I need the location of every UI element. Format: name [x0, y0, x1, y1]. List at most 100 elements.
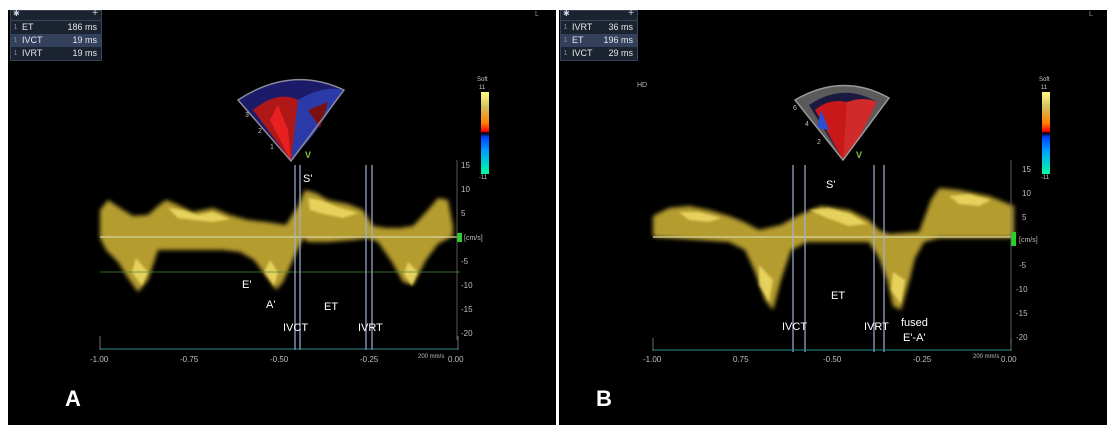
colorbar-title: Soft [477, 77, 488, 83]
orientation-marker: L [1089, 11, 1093, 18]
y-tick: 5 [1022, 213, 1027, 222]
sample-volume-marker: V [856, 150, 862, 160]
x-tick: -1.00 [643, 355, 662, 364]
row-index: 1 [13, 37, 18, 44]
velocity-unit: [cm/s] [464, 235, 483, 242]
sweep-speed: 200 mm/s [418, 354, 444, 360]
doppler-spectrum-b: 6 4 2 V S' ET IVCT IVRT fused E'-A' 15 1… [643, 84, 1038, 364]
x-tick: -0.25 [913, 355, 932, 364]
orientation-marker: L [535, 11, 539, 18]
gear-icon[interactable]: ✱ [13, 10, 20, 18]
y-tick: 10 [1022, 189, 1031, 198]
measurements-table: ✱ + 1 ET 186 ms 1 IVCT 19 ms 1 IVRT 19 m… [10, 10, 102, 61]
x-tick: -0.75 [180, 355, 199, 364]
y-tick: -15 [461, 305, 473, 314]
measurement-row[interactable]: 1 IVRT 36 ms [561, 21, 637, 34]
ivct-label: IVCT [283, 322, 308, 334]
row-index: 1 [563, 37, 568, 44]
y-tick: -5 [1019, 261, 1027, 270]
fused-e-a-label: E'-A' [903, 332, 926, 344]
y-tick: 5 [461, 209, 466, 218]
depth-label: 6 [793, 105, 797, 112]
sector-image [793, 84, 891, 162]
row-index: 1 [13, 50, 18, 57]
waveform-bright-core [132, 198, 418, 286]
velocity-colorbar [481, 92, 489, 174]
waveform-bright-core [679, 194, 991, 304]
add-measurement-icon[interactable]: + [628, 10, 634, 19]
add-measurement-icon[interactable]: + [92, 10, 98, 19]
x-tick: -1.00 [90, 355, 109, 364]
x-tick: 0.00 [448, 355, 464, 364]
sector-image [236, 78, 346, 163]
velocity-unit: [cm/s] [1019, 237, 1038, 244]
measurement-name: IVCT [22, 35, 43, 45]
y-tick: 10 [461, 185, 470, 194]
row-index: 1 [563, 50, 568, 57]
x-tick: -0.50 [823, 355, 842, 364]
depth-label: 2 [258, 128, 262, 135]
measurement-value: 19 ms [72, 48, 97, 58]
row-index: 1 [563, 24, 568, 31]
doppler-spectrum-a: 3 2 1 V S' E' A' IVCT ET IVRT 1 [90, 78, 483, 364]
measurement-row[interactable]: 1 IVRT 19 ms [11, 47, 101, 60]
x-tick: -0.50 [270, 355, 289, 364]
gear-icon[interactable]: ✱ [563, 10, 570, 18]
measurement-row[interactable]: 1 ET 196 ms [561, 34, 637, 47]
depth-label: 2 [817, 139, 821, 146]
et-label: ET [831, 290, 845, 302]
time-axis: -1.00 0.75 -0.50 -0.25 200 mm/s 0.00 [643, 338, 1017, 364]
panel-label: A [65, 386, 81, 411]
measurement-row[interactable]: 1 ET 186 ms [11, 21, 101, 34]
doppler-panel-b: ✱ + 1 IVRT 36 ms 1 ET 196 ms 1 IVCT 29 m… [559, 10, 1107, 425]
measurement-value: 36 ms [608, 22, 633, 32]
a-prime-label: A' [266, 299, 275, 311]
depth-label: 1 [270, 144, 274, 151]
measurement-value: 186 ms [67, 22, 97, 32]
measurement-value: 29 ms [608, 48, 633, 58]
baseline-handle[interactable] [457, 233, 462, 242]
row-index: 1 [13, 24, 18, 31]
y-tick: -20 [1016, 333, 1028, 342]
y-tick: -10 [461, 281, 473, 290]
measurement-value: 196 ms [603, 35, 633, 45]
et-label: ET [324, 301, 338, 313]
y-tick: -5 [461, 257, 469, 266]
measurement-name: IVCT [572, 48, 593, 58]
y-tick: -20 [461, 329, 473, 338]
y-tick: -10 [1016, 285, 1028, 294]
measurement-name: IVRT [572, 22, 593, 32]
baseline-handle[interactable] [1011, 232, 1016, 246]
panel-label: B [596, 386, 612, 411]
measurement-name: ET [572, 35, 584, 45]
measurement-row[interactable]: 1 IVCT 19 ms [11, 34, 101, 47]
ivrt-label: IVRT [358, 322, 383, 334]
y-tick: -15 [1016, 309, 1028, 318]
velocity-scale: 15 10 5 [cm/s] -5 -10 -15 -20 [1010, 160, 1038, 344]
hd-indicator: HD [637, 82, 648, 89]
colorbar-min: -11 [479, 175, 488, 181]
timing-calipers[interactable] [792, 165, 885, 352]
depth-label: 4 [805, 121, 809, 128]
e-prime-label: E' [242, 279, 251, 291]
ivrt-label: IVRT [864, 321, 889, 333]
x-tick: 0.75 [733, 355, 749, 364]
measurement-name: ET [22, 22, 34, 32]
s-prime-label: S' [303, 173, 312, 185]
colorbar-max: 11 [479, 85, 486, 91]
timing-calipers[interactable] [294, 165, 373, 350]
measurements-header: ✱ + [11, 10, 101, 21]
y-tick: 15 [1022, 165, 1031, 174]
s-prime-label: S' [826, 179, 835, 191]
ivct-label: IVCT [782, 321, 807, 333]
measurements-header: ✱ + [561, 10, 637, 21]
measurement-name: IVRT [22, 48, 43, 58]
colorbar-max: 11 [1041, 85, 1048, 91]
measurement-row[interactable]: 1 IVCT 29 ms [561, 47, 637, 60]
fused-label: fused [901, 317, 928, 329]
x-tick: 0.00 [1001, 355, 1017, 364]
doppler-panel-a: ✱ + 1 ET 186 ms 1 IVCT 19 ms 1 IVRT 19 m… [8, 10, 556, 425]
y-tick: 15 [461, 161, 470, 170]
velocity-colorbar [1042, 92, 1050, 174]
x-tick: -0.25 [360, 355, 379, 364]
